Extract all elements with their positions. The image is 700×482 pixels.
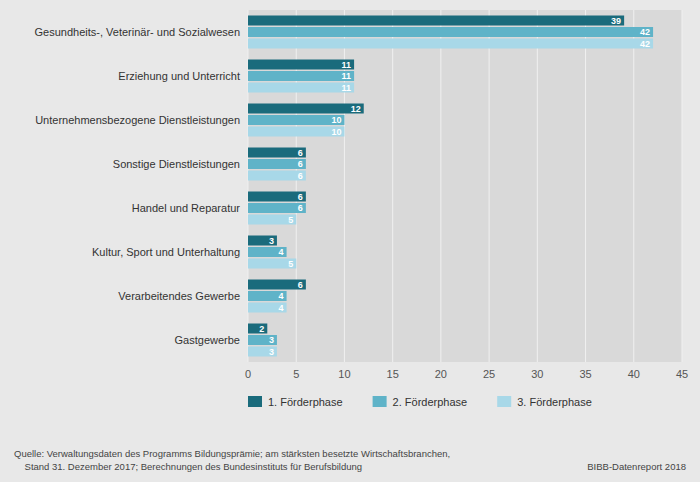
data-label: 6: [298, 171, 303, 181]
tick-label: 15: [387, 368, 399, 380]
grid: [248, 10, 682, 362]
tick-label: 40: [628, 368, 640, 380]
legend-swatch: [248, 396, 262, 407]
data-label: 11: [342, 83, 352, 93]
report-note: BIBB-Datenreport 2018: [587, 461, 686, 472]
category-label: Gesundheits-, Veterinär- und Sozialwesen: [35, 26, 240, 38]
tick-label: 10: [338, 368, 350, 380]
data-label: 6: [298, 280, 303, 290]
bar: [248, 16, 624, 26]
tick-label: 25: [483, 368, 495, 380]
data-label: 42: [640, 27, 650, 37]
legend-label: 3. Förderphase: [517, 396, 592, 408]
tick-label: 0: [245, 368, 251, 380]
bar: [248, 148, 306, 158]
bar: [248, 280, 306, 290]
tick-label: 5: [293, 368, 299, 380]
data-labels: 394242111111121010666665345644233: [259, 16, 650, 357]
bar: [248, 83, 354, 93]
bar: [248, 236, 277, 246]
data-label: 11: [342, 60, 352, 70]
data-label: 3: [269, 347, 274, 357]
legend-swatch: [497, 396, 511, 407]
bar: [248, 192, 306, 202]
category-label: Gastgewerbe: [175, 334, 240, 346]
data-label: 10: [331, 115, 341, 125]
data-label: 10: [331, 127, 341, 137]
legend-label: 2. Förderphase: [393, 396, 468, 408]
data-label: 6: [298, 192, 303, 202]
grid-line: [489, 10, 490, 362]
bar: [248, 159, 306, 169]
bar: [248, 303, 287, 313]
data-label: 2: [259, 324, 264, 334]
legend: 1. Förderphase 2. Förderphase 3. Förderpha…: [248, 396, 592, 408]
tick-label: 45: [676, 368, 688, 380]
category-label: Sonstige Dienstleistungen: [113, 158, 240, 170]
bar: [248, 27, 653, 37]
data-label: 4: [279, 247, 284, 257]
data-label: 4: [279, 303, 284, 313]
data-label: 6: [298, 203, 303, 213]
bars: [248, 16, 653, 357]
tick-label: 30: [531, 368, 543, 380]
bar: [248, 347, 277, 357]
data-label: 3: [269, 335, 274, 345]
data-label: 39: [611, 16, 621, 26]
plot-area: [248, 10, 682, 362]
grid-line: [633, 10, 634, 362]
grid-line: [537, 10, 538, 362]
data-label: 6: [298, 148, 303, 158]
data-label: 11: [342, 71, 352, 81]
grid-line: [440, 10, 441, 362]
bar: [248, 335, 277, 345]
bar: [248, 247, 287, 257]
category-label: Erziehung und Unterricht: [118, 70, 240, 82]
chart: 0510152025303540453942421111111210106666…: [0, 0, 700, 482]
bar: [248, 203, 306, 213]
data-label: 12: [351, 104, 361, 114]
grid-line: [682, 10, 683, 362]
data-label: 5: [288, 215, 293, 225]
category-label: Unternehmensbezogene Dienstleistungen: [35, 114, 240, 126]
bar: [248, 127, 344, 137]
category-label: Handel und Reparatur: [132, 202, 241, 214]
bar: [248, 324, 267, 334]
bar: [248, 60, 354, 70]
category-label: Verarbeitendes Gewerbe: [118, 290, 240, 302]
data-label: 3: [269, 236, 274, 246]
bar: [248, 291, 287, 301]
category-label: Kultur, Sport und Unterhaltung: [92, 246, 240, 258]
legend-label: 1. Förderphase: [268, 396, 343, 408]
bar: [248, 39, 653, 49]
data-label: 4: [279, 291, 284, 301]
bar: [248, 171, 306, 181]
bar: [248, 215, 296, 225]
data-label: 5: [288, 259, 293, 269]
grid-line: [392, 10, 393, 362]
bar: [248, 104, 364, 114]
bar: [248, 71, 354, 81]
data-label: 42: [640, 39, 650, 49]
bar: [248, 259, 296, 269]
background: [0, 0, 700, 482]
source-note: Quelle: Verwaltungsdaten des Programms B…: [14, 448, 450, 472]
tick-label: 35: [579, 368, 591, 380]
legend-swatch: [373, 396, 387, 407]
tick-label: 20: [435, 368, 447, 380]
data-label: 6: [298, 159, 303, 169]
bar: [248, 115, 344, 125]
grid-line: [585, 10, 586, 362]
